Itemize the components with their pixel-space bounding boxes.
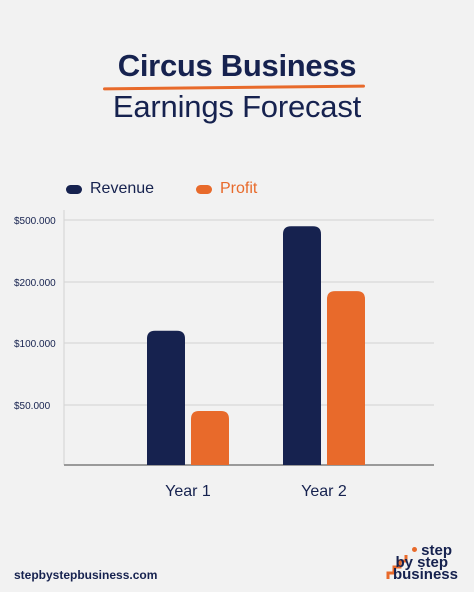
footer-url[interactable]: stepbystepbusiness.com — [14, 568, 158, 582]
legend-swatch-profit — [196, 184, 212, 194]
legend-swatch-revenue — [66, 184, 82, 194]
brand-logo: step by step business — [386, 543, 466, 583]
legend-item-revenue: Revenue — [66, 180, 154, 198]
logo-dot-icon — [412, 547, 417, 552]
y-tick-label: $200.000 — [14, 278, 56, 289]
legend-label-revenue: Revenue — [90, 180, 155, 197]
stairs-icon — [386, 555, 408, 579]
y-tick-label: $100.000 — [14, 339, 56, 350]
y-tick-label: $500.000 — [14, 216, 56, 227]
x-tick-label: Year 1 — [165, 483, 211, 500]
legend-item-profit: Profit — [196, 180, 257, 198]
page-title-line-2: Earnings Forecast — [112, 89, 362, 124]
legend-label-profit: Profit — [220, 180, 258, 197]
legend: Revenue Profit — [0, 180, 474, 202]
bar-profit-year-2 — [327, 291, 365, 465]
x-tick-label: Year 2 — [301, 483, 347, 500]
bar-revenue-year-2 — [283, 226, 321, 465]
bar-profit-year-1 — [191, 411, 229, 465]
y-tick-label: $50.000 — [14, 401, 51, 412]
bar-revenue-year-1 — [147, 330, 185, 465]
page-title-line-1: Circus Business — [117, 48, 357, 83]
